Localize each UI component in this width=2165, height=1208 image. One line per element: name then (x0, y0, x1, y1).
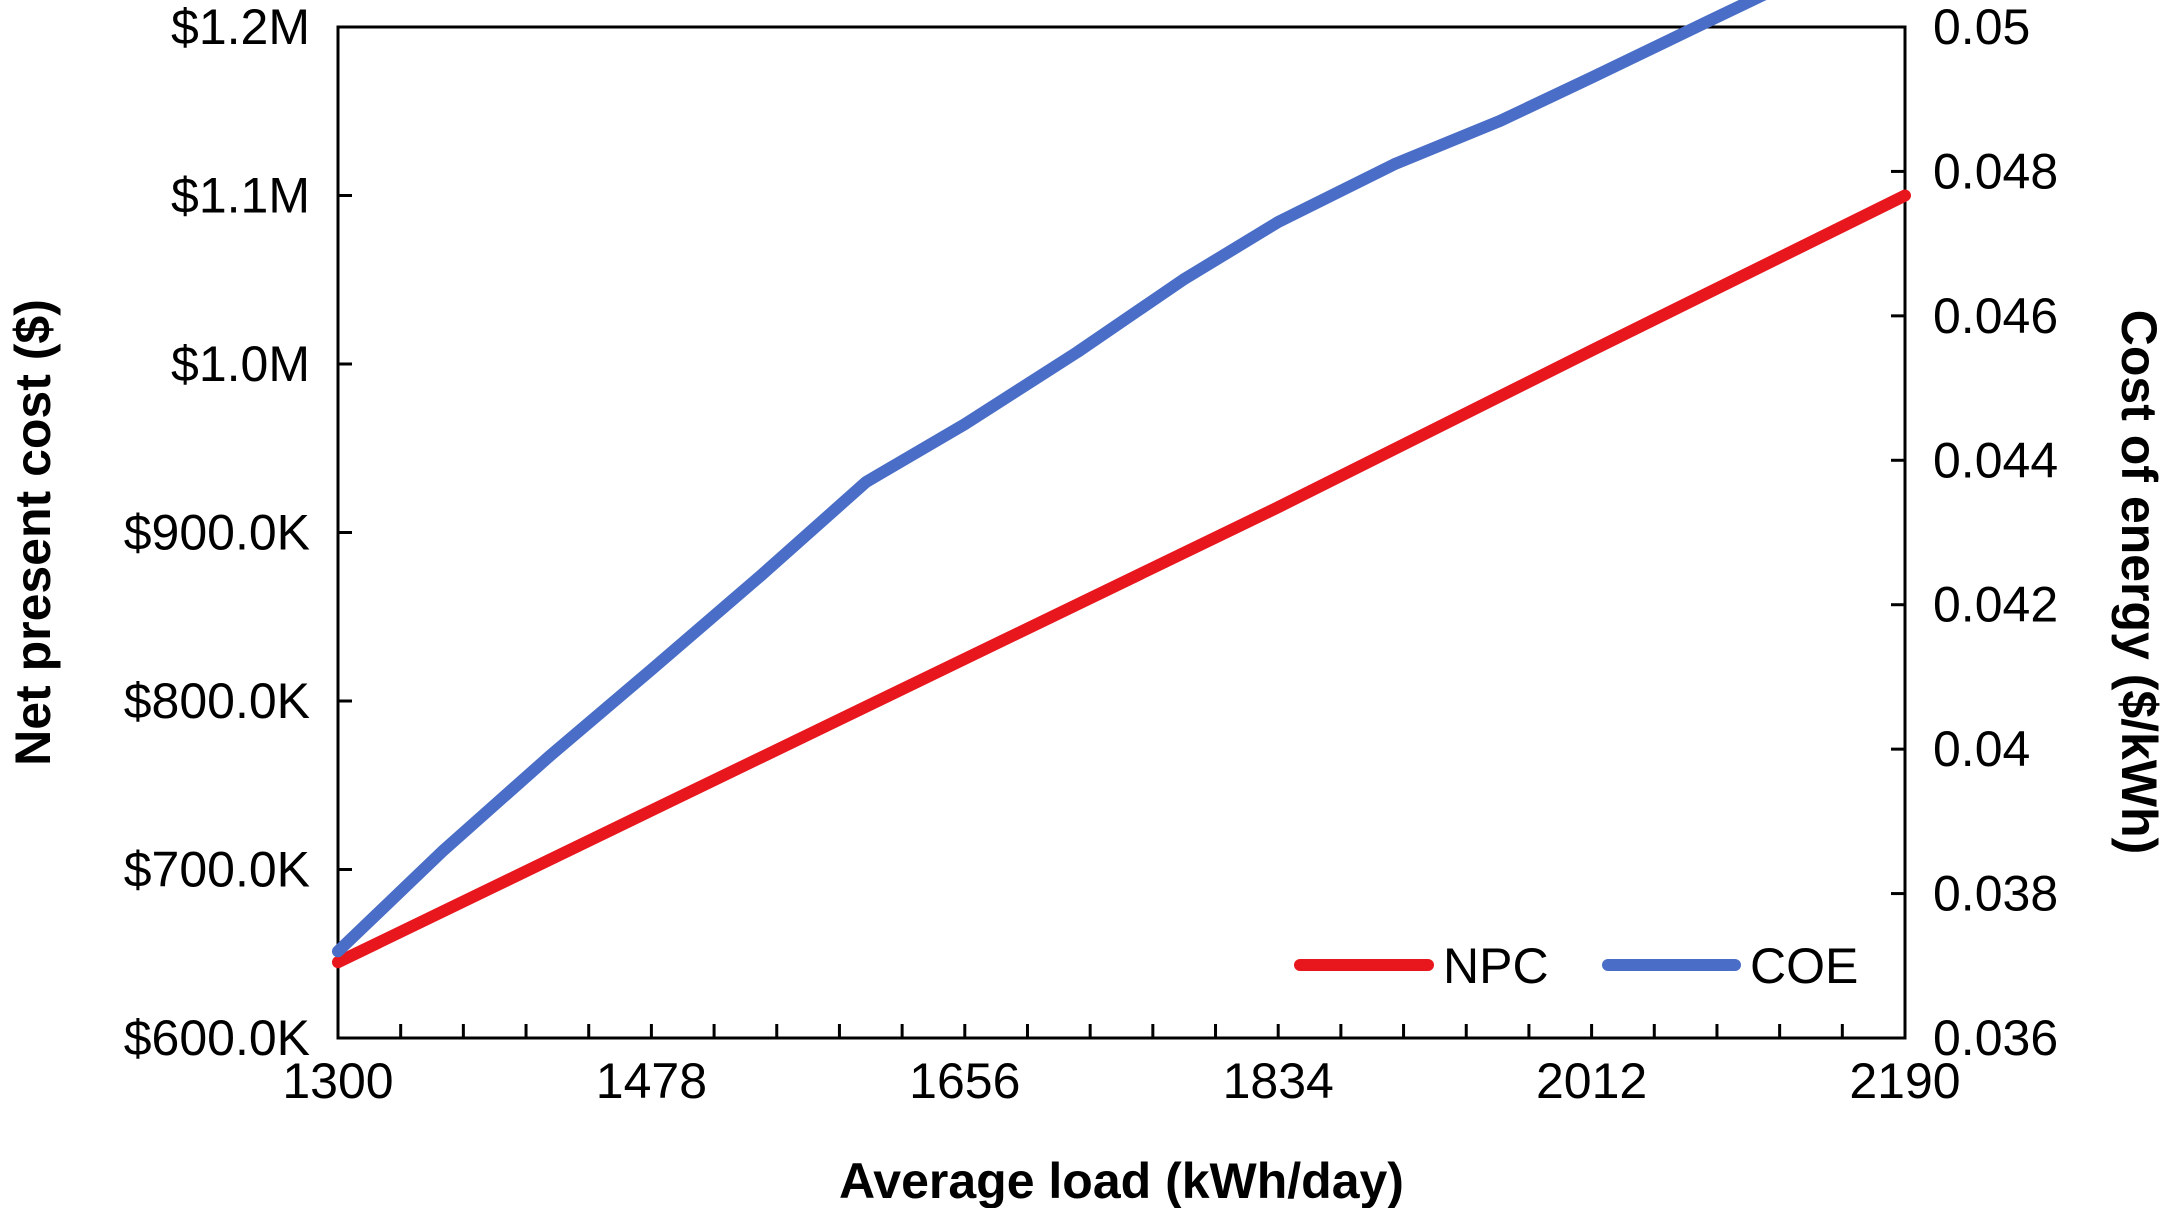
series-lines (332, 0, 1911, 969)
axis-titles: Average load (kWh/day) Net present cost … (5, 299, 2165, 1208)
left-y-tick-label: $1.0M (171, 336, 310, 392)
x-axis-title: Average load (kWh/day) (839, 1153, 1404, 1208)
right-y-tick-label: 0.048 (1933, 143, 2058, 199)
legend: NPC COE (1294, 938, 1858, 994)
left-y-tick-label: $800.0K (124, 673, 310, 729)
right-y-tick-label: 0.05 (1933, 0, 2030, 55)
x-tick-label: 1478 (596, 1053, 707, 1109)
right-y-tick-label: 0.042 (1933, 577, 2058, 633)
legend-label-npc: NPC (1443, 938, 1549, 994)
x-tick-label: 2012 (1536, 1053, 1647, 1109)
left-y-tick-label: $900.0K (124, 505, 310, 561)
left-y-tick-label: $1.2M (171, 0, 310, 55)
left-y-tick-label: $1.1M (171, 168, 310, 224)
x-tick-label: 1834 (1223, 1053, 1334, 1109)
right-y-tick-label: 0.046 (1933, 288, 2058, 344)
x-tick-label: 1656 (909, 1053, 1020, 1109)
right-y-axis-title: Cost of energy ($/kWh) (2111, 310, 2165, 854)
right-y-tick-label: 0.036 (1933, 1010, 2058, 1066)
left-y-tick-label: $700.0K (124, 842, 310, 898)
right-y-tick-label: 0.044 (1933, 432, 2058, 488)
plot-frame (336, 25, 1907, 1040)
right-y-tick-label: 0.038 (1933, 866, 2058, 922)
series-line-coe (332, 0, 1767, 958)
series-line-npc (332, 189, 1911, 969)
x-tick-label: 1300 (282, 1053, 393, 1109)
right-y-tick-label: 0.04 (1933, 721, 2030, 777)
x-tick-label: 2190 (1849, 1053, 1960, 1109)
left-y-axis-title: Net present cost ($) (5, 299, 61, 766)
legend-label-coe: COE (1750, 938, 1858, 994)
left-y-tick-label: $600.0K (124, 1010, 310, 1066)
axes: 1300 1478 1656 1834 2012 2190 $600.0K $700.0K $8… (124, 0, 2058, 1109)
